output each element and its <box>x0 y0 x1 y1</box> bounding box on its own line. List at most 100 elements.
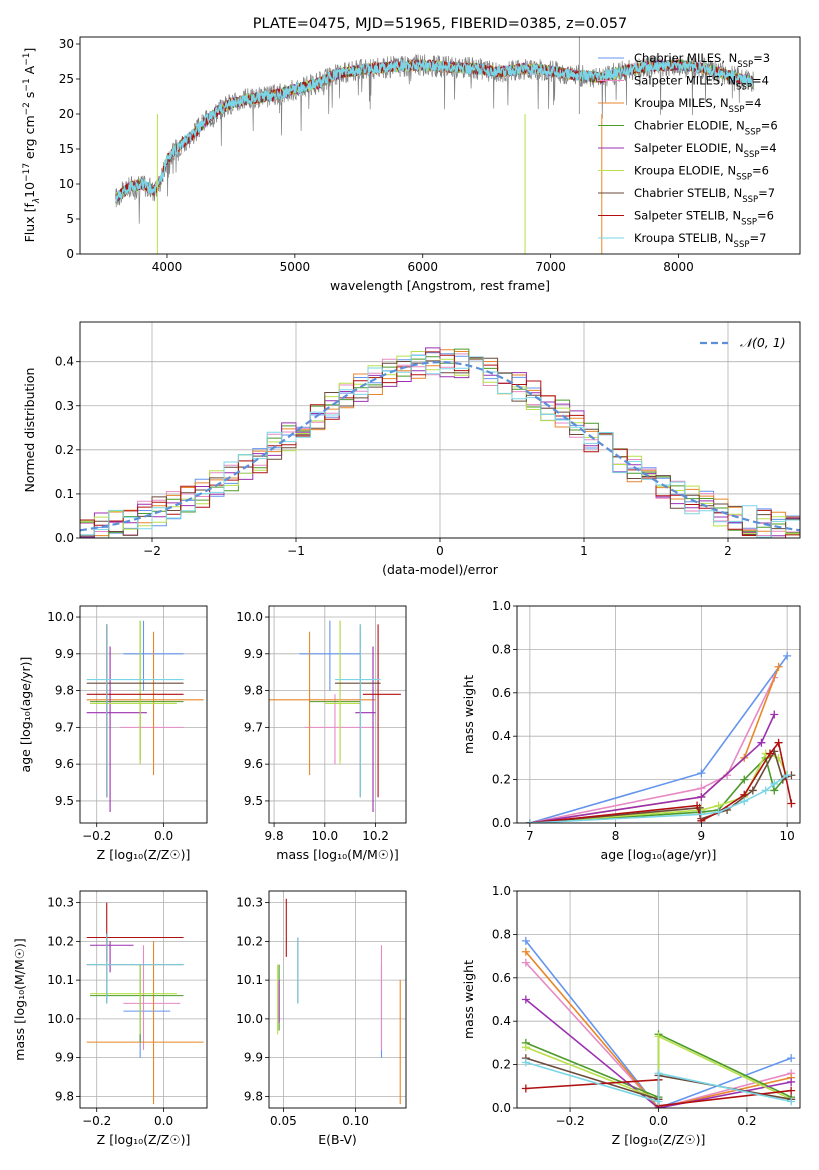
y-tick-label: 0.4 <box>492 1014 511 1028</box>
y-tick-label: 9.7 <box>55 720 74 734</box>
weight-marker <box>787 1077 796 1086</box>
weight-marker <box>521 1084 530 1093</box>
axes-mass_vs_ebv: 0.05 0.10 9.8 9.9 10.0 10.1 10.2 10.3 E(B-V) <box>236 890 407 1147</box>
x-axis-label: Z [log₁₀(Z/Z☉)] <box>612 1132 706 1147</box>
weight-marker <box>714 808 723 817</box>
weight-marker <box>783 651 792 660</box>
weight-line-1 <box>525 962 792 1108</box>
y-tick-label: 0.6 <box>492 686 511 700</box>
x-axis-label: age [log₁₀(age/yr)] <box>601 847 717 862</box>
y-tick-label: 0.8 <box>492 927 511 941</box>
y-tick-label: 0.4 <box>55 355 74 369</box>
plot-area <box>115 37 755 254</box>
y-axis-label: Normed distribution <box>22 368 37 493</box>
x-tick-label: 10.2 <box>362 829 389 843</box>
x-tick-label: −0.2 <box>555 1114 584 1128</box>
axes-frame <box>79 36 801 255</box>
y-tick-label: 10.3 <box>236 896 263 910</box>
y-tick-label: 10.0 <box>236 610 263 624</box>
y-tick-label: 10.2 <box>236 934 263 948</box>
x-tick-label: 8 <box>612 829 620 843</box>
plot-area <box>277 898 401 1105</box>
legend-value: =6 <box>761 119 778 133</box>
weight-marker <box>654 1032 663 1041</box>
y-tick-label: 10.1 <box>47 973 74 987</box>
weight-marker <box>697 810 706 819</box>
axes-spectrum: 4000 5000 6000 7000 8000 0 5 10 15 20 25 30 waveleng… <box>22 36 801 293</box>
x-tick-label: 0.0 <box>649 1114 668 1128</box>
y-tick-label: 15 <box>59 142 74 156</box>
weight-marker <box>787 1086 796 1095</box>
x-tick-label: 0 <box>436 544 444 558</box>
y-axis-label: mass [log₁₀(M/M☉)] <box>12 938 27 1060</box>
x-tick-label: 9 <box>698 829 706 843</box>
legend-value: =7 <box>758 186 775 200</box>
legend-name: Kroupa STELIB, N <box>634 231 734 245</box>
weight-marker <box>740 775 749 784</box>
y-tick-label: 9.6 <box>55 757 74 771</box>
weight-marker <box>521 995 530 1004</box>
plot-area <box>86 620 204 812</box>
axes-age_vs_Z: −0.2 0.0 9.5 9.6 9.7 9.8 9.9 10.0 Z [log₁₀(Z/Z☉)… <box>18 605 208 862</box>
legend-entry: Kroupa STELIB, NSSP=7 <box>634 231 766 250</box>
y-axis-label-part: λ <box>32 198 42 204</box>
axes-age_vs_mass: 9.8 10.0 10.2 9.5 9.6 9.7 9.8 9.9 10.0 mass [log₁… <box>236 605 407 862</box>
y-tick-label: 9.6 <box>244 757 263 771</box>
axes-mass_vs_Z: −0.2 0.0 9.8 9.9 10.0 10.1 10.2 10.3 Z [log₁₀(Z/… <box>12 890 208 1147</box>
x-tick-label: 8000 <box>663 260 694 274</box>
x-tick-label: 0.10 <box>342 1114 369 1128</box>
legend-entry: Kroupa ELODIE, NSSP=6 <box>634 164 769 183</box>
plot-area <box>521 936 796 1108</box>
y-axis-label: Flux [fλ10−17 erg cm−2 s−1 A−1] <box>22 48 42 243</box>
legend-entry: Kroupa MILES, NSSP=4 <box>634 96 761 115</box>
axes-frame <box>79 605 208 824</box>
weight-marker <box>770 779 779 788</box>
legend-value: =7 <box>749 231 766 245</box>
histogram-8 <box>80 355 800 538</box>
weight-line-4 <box>529 714 776 823</box>
x-tick-label: −0.2 <box>82 1114 111 1128</box>
legend-entry: Chabrier ELODIE, NSSP=6 <box>634 119 778 138</box>
x-tick-label: 6000 <box>407 260 438 274</box>
y-axis-label: mass weight <box>461 675 476 754</box>
x-tick-label: 5000 <box>280 260 311 274</box>
weight-marker <box>774 662 783 671</box>
x-tick-label: 7 <box>526 829 534 843</box>
legend-entry: Salpeter STELIB, NSSP=6 <box>634 209 774 228</box>
legend-value: =4 <box>744 96 761 110</box>
y-axis-label-part: Flux [f <box>22 203 37 243</box>
legend-sub: SSP <box>744 150 760 160</box>
x-tick-label: 7000 <box>535 260 566 274</box>
histogram-6 <box>80 357 800 537</box>
y-tick-label: 9.9 <box>244 1051 263 1065</box>
y-tick-label: 9.5 <box>244 794 263 808</box>
weight-marker <box>770 710 779 719</box>
legend-entry: Salpeter MILES, NSSP=4 <box>634 74 769 93</box>
plot-area <box>86 902 204 1105</box>
y-tick-label: 0.2 <box>55 443 74 457</box>
x-tick-label: 1 <box>580 544 588 558</box>
y-tick-label: 0.4 <box>492 729 511 743</box>
y-tick-label: 10.0 <box>47 1012 74 1026</box>
model-spectrum-8 <box>115 59 754 203</box>
y-tick-label: 9.8 <box>55 1089 74 1103</box>
legend-sub: SSP <box>736 173 752 183</box>
x-tick-label: 0.2 <box>737 1114 756 1128</box>
y-tick-label: 9.8 <box>55 684 74 698</box>
x-axis-label: Z [log₁₀(Z/Z☉)] <box>97 847 191 862</box>
y-tick-label: 0.0 <box>492 816 511 830</box>
legend-value: =3 <box>753 51 770 65</box>
x-tick-label: −0.2 <box>82 829 111 843</box>
y-tick-label: 9.7 <box>244 720 263 734</box>
axes-frame <box>268 605 407 824</box>
y-tick-label: 0.0 <box>492 1101 511 1115</box>
legend-sub: SSP <box>734 240 750 250</box>
legend-name: Kroupa ELODIE, N <box>634 164 736 178</box>
weight-marker <box>774 738 783 747</box>
legend-entry: Chabrier STELIB, NSSP=7 <box>634 186 775 205</box>
x-tick-label: 9.8 <box>265 829 284 843</box>
weight-marker <box>697 784 706 793</box>
axes-residuals: −2 −1 0 1 2 0.0 0.1 0.2 0.3 0.4 (data-model)/error… <box>22 321 801 577</box>
y-axis-label: mass weight <box>461 960 476 1039</box>
